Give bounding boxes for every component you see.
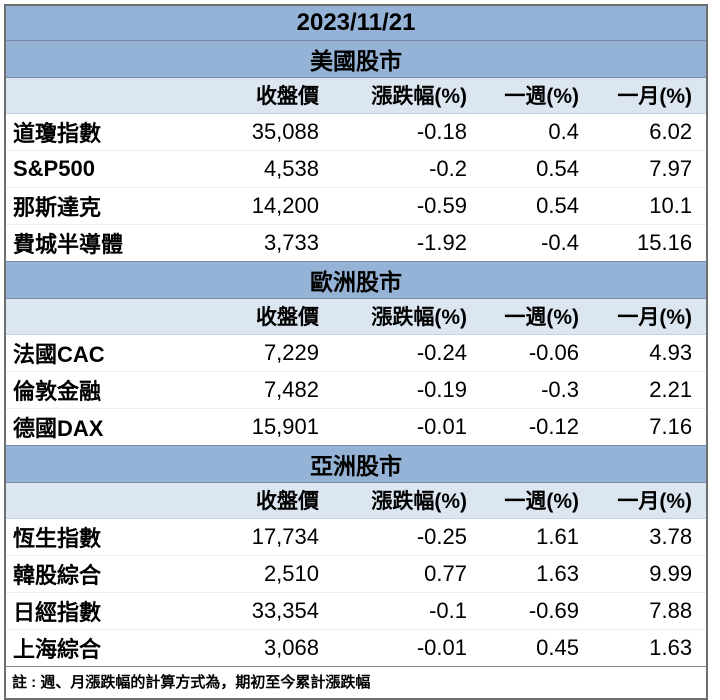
col-header-month: 一月(%) bbox=[593, 482, 708, 519]
month-value: 7.97 bbox=[593, 149, 708, 187]
week-value: 1.63 bbox=[481, 554, 593, 592]
date-banner-row: 2023/11/21 bbox=[5, 4, 708, 41]
table-row: 德國DAX 15,901 -0.01 -0.12 7.16 bbox=[5, 407, 708, 445]
month-value: 3.78 bbox=[593, 517, 708, 555]
close-value: 15,901 bbox=[195, 407, 330, 445]
col-header-change: 漲跌幅(%) bbox=[330, 298, 481, 335]
section-header-us: 美國股市 bbox=[5, 39, 708, 78]
index-name: 日經指數 bbox=[5, 591, 195, 629]
month-value: 15.16 bbox=[593, 223, 708, 261]
section-header-asia: 亞洲股市 bbox=[5, 444, 708, 483]
report-date: 2023/11/21 bbox=[5, 4, 708, 41]
table-row: 日經指數 33,354 -0.1 -0.69 7.88 bbox=[5, 591, 708, 629]
table-row: 上海綜合 3,068 -0.01 0.45 1.63 bbox=[5, 628, 708, 666]
section-title-asia: 亞洲股市 bbox=[5, 444, 708, 483]
week-value: -0.69 bbox=[481, 591, 593, 629]
close-value: 4,538 bbox=[195, 149, 330, 187]
index-name: 費城半導體 bbox=[5, 223, 195, 261]
empty-header-cell bbox=[5, 77, 195, 114]
table-row: 法國CAC 7,229 -0.24 -0.06 4.93 bbox=[5, 333, 708, 371]
index-name: S&P500 bbox=[5, 149, 195, 187]
table-row: 費城半導體 3,733 -1.92 -0.4 15.16 bbox=[5, 223, 708, 261]
change-value: -0.59 bbox=[330, 186, 481, 224]
close-value: 33,354 bbox=[195, 591, 330, 629]
table-row: 道瓊指數 35,088 -0.18 0.4 6.02 bbox=[5, 112, 708, 150]
column-header-row-europe: 收盤價 漲跌幅(%) 一週(%) 一月(%) bbox=[5, 298, 708, 335]
close-value: 17,734 bbox=[195, 517, 330, 555]
col-header-week: 一週(%) bbox=[481, 77, 593, 114]
change-value: -0.18 bbox=[330, 112, 481, 150]
month-value: 7.16 bbox=[593, 407, 708, 445]
table-row: 那斯達克 14,200 -0.59 0.54 10.1 bbox=[5, 186, 708, 224]
col-header-change: 漲跌幅(%) bbox=[330, 77, 481, 114]
index-name: 倫敦金融 bbox=[5, 370, 195, 408]
month-value: 4.93 bbox=[593, 333, 708, 371]
col-header-month: 一月(%) bbox=[593, 77, 708, 114]
change-value: -0.1 bbox=[330, 591, 481, 629]
table-row: 恆生指數 17,734 -0.25 1.61 3.78 bbox=[5, 517, 708, 555]
month-value: 6.02 bbox=[593, 112, 708, 150]
col-header-week: 一週(%) bbox=[481, 298, 593, 335]
index-name: 道瓊指數 bbox=[5, 112, 195, 150]
change-value: -0.24 bbox=[330, 333, 481, 371]
week-value: -0.3 bbox=[481, 370, 593, 408]
col-header-close: 收盤價 bbox=[195, 482, 330, 519]
week-value: 0.54 bbox=[481, 186, 593, 224]
col-header-week: 一週(%) bbox=[481, 482, 593, 519]
empty-header-cell bbox=[5, 298, 195, 335]
month-value: 7.88 bbox=[593, 591, 708, 629]
section-title-europe: 歐洲股市 bbox=[5, 260, 708, 299]
index-name: 那斯達克 bbox=[5, 186, 195, 224]
table-row: S&P500 4,538 -0.2 0.54 7.97 bbox=[5, 149, 708, 187]
change-value: -0.01 bbox=[330, 407, 481, 445]
index-name: 韓股綜合 bbox=[5, 554, 195, 592]
table-row: 韓股綜合 2,510 0.77 1.63 9.99 bbox=[5, 554, 708, 592]
close-value: 3,068 bbox=[195, 628, 330, 666]
footnote-text: 註 : 週、月漲跌幅的計算方式為，期初至今累計漲跌幅 bbox=[5, 665, 708, 699]
week-value: -0.12 bbox=[481, 407, 593, 445]
empty-header-cell bbox=[5, 482, 195, 519]
section-title-us: 美國股市 bbox=[5, 39, 708, 78]
month-value: 10.1 bbox=[593, 186, 708, 224]
close-value: 14,200 bbox=[195, 186, 330, 224]
footnote-row: 註 : 週、月漲跌幅的計算方式為，期初至今累計漲跌幅 bbox=[5, 665, 708, 699]
index-name: 上海綜合 bbox=[5, 628, 195, 666]
close-value: 35,088 bbox=[195, 112, 330, 150]
change-value: -1.92 bbox=[330, 223, 481, 261]
week-value: 1.61 bbox=[481, 517, 593, 555]
col-header-change: 漲跌幅(%) bbox=[330, 482, 481, 519]
col-header-close: 收盤價 bbox=[195, 77, 330, 114]
week-value: 0.54 bbox=[481, 149, 593, 187]
close-value: 7,229 bbox=[195, 333, 330, 371]
column-header-row-us: 收盤價 漲跌幅(%) 一週(%) 一月(%) bbox=[5, 77, 708, 114]
change-value: -0.2 bbox=[330, 149, 481, 187]
change-value: -0.19 bbox=[330, 370, 481, 408]
col-header-close: 收盤價 bbox=[195, 298, 330, 335]
table-row: 倫敦金融 7,482 -0.19 -0.3 2.21 bbox=[5, 370, 708, 408]
column-header-row-asia: 收盤價 漲跌幅(%) 一週(%) 一月(%) bbox=[5, 482, 708, 519]
month-value: 9.99 bbox=[593, 554, 708, 592]
market-summary-table: 2023/11/21 美國股市 收盤價 漲跌幅(%) 一週(%) 一月(%) 道… bbox=[4, 4, 709, 700]
week-value: -0.06 bbox=[481, 333, 593, 371]
change-value: -0.01 bbox=[330, 628, 481, 666]
close-value: 3,733 bbox=[195, 223, 330, 261]
week-value: 0.45 bbox=[481, 628, 593, 666]
change-value: 0.77 bbox=[330, 554, 481, 592]
close-value: 2,510 bbox=[195, 554, 330, 592]
index-name: 法國CAC bbox=[5, 333, 195, 371]
month-value: 2.21 bbox=[593, 370, 708, 408]
index-name: 德國DAX bbox=[5, 407, 195, 445]
close-value: 7,482 bbox=[195, 370, 330, 408]
week-value: -0.4 bbox=[481, 223, 593, 261]
month-value: 1.63 bbox=[593, 628, 708, 666]
change-value: -0.25 bbox=[330, 517, 481, 555]
col-header-month: 一月(%) bbox=[593, 298, 708, 335]
week-value: 0.4 bbox=[481, 112, 593, 150]
index-name: 恆生指數 bbox=[5, 517, 195, 555]
section-header-europe: 歐洲股市 bbox=[5, 260, 708, 299]
